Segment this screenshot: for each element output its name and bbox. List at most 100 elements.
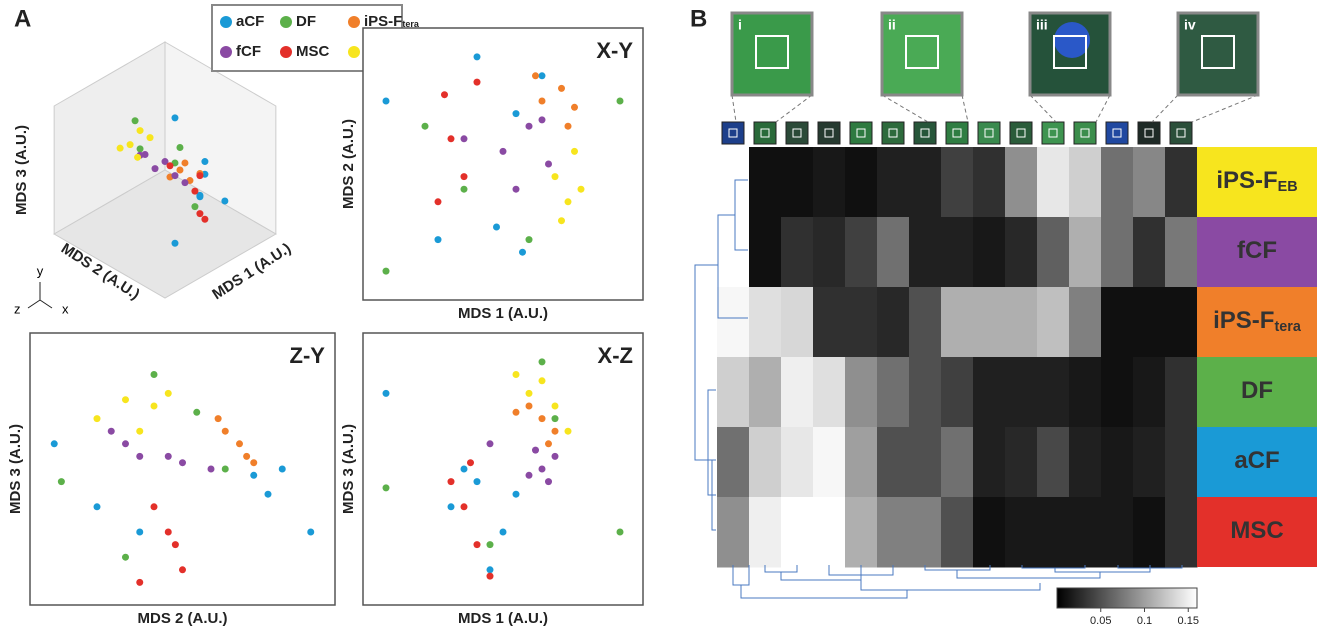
- axis-letter: y: [37, 263, 44, 278]
- heat-cell: [1101, 357, 1134, 428]
- thumbnail: [978, 122, 1000, 144]
- legend-label-main: fCF: [236, 43, 261, 60]
- point: [558, 85, 565, 92]
- point: [552, 403, 559, 410]
- point: [552, 453, 559, 460]
- point: [552, 415, 559, 422]
- thumbnail: [850, 122, 872, 144]
- point: [222, 466, 229, 473]
- point: [448, 503, 455, 510]
- heat-cell: [749, 497, 782, 568]
- row-label: DF: [1241, 377, 1273, 404]
- point: [552, 428, 559, 435]
- heat-cell: [973, 427, 1006, 498]
- point: [519, 249, 526, 256]
- legend-label-main: DF: [296, 13, 316, 30]
- point: [51, 440, 58, 447]
- point: [136, 529, 143, 536]
- heat-cell: [909, 147, 942, 218]
- panel-letter: B: [690, 5, 707, 32]
- point: [94, 503, 101, 510]
- point: [467, 459, 474, 466]
- point: [474, 53, 481, 60]
- inset-label: iii: [1036, 17, 1048, 33]
- heat-cell: [1037, 147, 1070, 218]
- point: [222, 428, 229, 435]
- heat-cell: [941, 287, 974, 358]
- point: [448, 135, 455, 142]
- row-label-main: aCF: [1234, 447, 1279, 474]
- heat-cell: [909, 287, 942, 358]
- heat-cell: [941, 497, 974, 568]
- point: [108, 428, 115, 435]
- axis-label: MDS 2 (A.U.): [340, 119, 357, 209]
- point: [435, 236, 442, 243]
- point: [201, 158, 208, 165]
- heat-cell: [781, 357, 814, 428]
- point: [58, 478, 65, 485]
- plot-frame: [363, 333, 643, 605]
- heat-cell: [941, 147, 974, 218]
- axis-label: MDS 3 (A.U.): [340, 424, 357, 514]
- point: [526, 123, 533, 130]
- point: [221, 197, 228, 204]
- point: [565, 198, 572, 205]
- heat-cell: [1101, 217, 1134, 288]
- point: [617, 98, 624, 105]
- heat-cell: [1165, 147, 1198, 218]
- heat-cell: [749, 357, 782, 428]
- heat-cell: [845, 427, 878, 498]
- point: [137, 127, 144, 134]
- point: [539, 358, 546, 365]
- point: [171, 114, 178, 121]
- panel-title: Z-Y: [290, 343, 326, 368]
- heat-cell: [877, 287, 910, 358]
- point: [461, 186, 468, 193]
- heat-cell: [909, 217, 942, 288]
- point: [196, 210, 203, 217]
- heat-cell: [1133, 427, 1166, 498]
- axis-label: MDS 2 (A.U.): [138, 610, 228, 627]
- point: [265, 491, 272, 498]
- colorbar: [1057, 588, 1197, 608]
- point: [617, 529, 624, 536]
- inset-connector: [1152, 95, 1258, 122]
- thumbnail: [754, 122, 776, 144]
- inset-connector: [882, 95, 968, 122]
- point: [539, 415, 546, 422]
- heat-cell: [1037, 427, 1070, 498]
- point: [500, 529, 507, 536]
- thumbnail: [1106, 122, 1128, 144]
- legend-label-main: aCF: [236, 13, 264, 30]
- point: [513, 110, 520, 117]
- point: [474, 541, 481, 548]
- point: [539, 98, 546, 105]
- axis-label: MDS 1 (A.U.): [458, 305, 548, 322]
- legend-label: fCF: [236, 43, 261, 60]
- axis-indicator: [28, 282, 52, 308]
- heat-cell: [1005, 357, 1038, 428]
- inset-label: ii: [888, 17, 896, 33]
- heat-cell: [909, 497, 942, 568]
- point: [196, 172, 203, 179]
- heat-cell: [877, 217, 910, 288]
- point: [152, 165, 159, 172]
- point: [181, 179, 188, 186]
- point: [279, 466, 286, 473]
- inset-label: i: [738, 17, 742, 33]
- inset-connector: [732, 95, 812, 122]
- row-label: fCF: [1237, 237, 1277, 264]
- heat-cell: [1069, 287, 1102, 358]
- point: [191, 188, 198, 195]
- point: [422, 123, 429, 130]
- plot-frame: [363, 28, 643, 300]
- heat-cell: [813, 287, 846, 358]
- point: [383, 484, 390, 491]
- heat-cell: [941, 427, 974, 498]
- heat-cell: [717, 357, 750, 428]
- point: [487, 566, 494, 573]
- heat-cell: [813, 357, 846, 428]
- heat-cell: [1005, 287, 1038, 358]
- heat-cell: [909, 427, 942, 498]
- point: [545, 478, 552, 485]
